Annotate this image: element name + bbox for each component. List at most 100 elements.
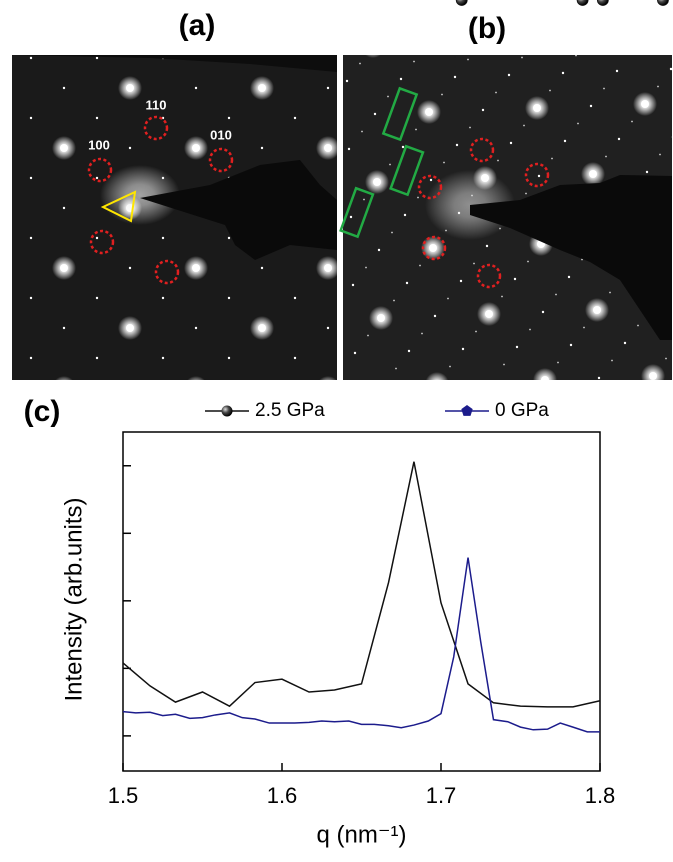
spot — [425, 108, 433, 116]
box-marker — [389, 144, 425, 197]
spot — [194, 86, 198, 90]
spot — [95, 56, 99, 60]
spot — [665, 357, 667, 360]
line-chart: 1.5 1.6 1.7 1.8 q (nm⁻¹) Intensity (arb.units… — [60, 0, 669, 848]
spot — [95, 176, 99, 180]
beam-stop — [140, 160, 337, 260]
spot — [581, 258, 583, 261]
spot-glow — [319, 376, 337, 380]
spot-ring — [87, 157, 113, 183]
spot — [258, 84, 266, 92]
legend-marker — [221, 405, 233, 417]
spot — [551, 157, 553, 160]
spot — [29, 236, 33, 240]
spot-ring — [469, 137, 495, 163]
spot — [161, 116, 165, 120]
spot — [389, 163, 391, 166]
series-line — [122, 461, 601, 708]
spot — [128, 146, 132, 150]
spot — [623, 341, 627, 345]
panel-label: (a) — [179, 9, 216, 42]
spot — [29, 56, 33, 60]
spot — [166, 393, 168, 395]
spot — [95, 356, 99, 360]
spot-glow — [365, 55, 381, 58]
spot — [456, 384, 464, 392]
spot — [192, 384, 200, 392]
spot — [349, 215, 353, 219]
spot — [129, 387, 131, 389]
spot — [261, 387, 263, 389]
box-marker — [339, 186, 375, 239]
legend-label: 0 GPa — [495, 400, 549, 421]
spot — [337, 234, 339, 236]
spot — [293, 296, 297, 300]
spot — [473, 262, 475, 265]
spot — [593, 306, 601, 314]
spot — [485, 310, 493, 318]
beam-stop — [470, 175, 672, 340]
spot-glow — [55, 376, 73, 380]
spot-glow — [187, 376, 205, 380]
spot — [227, 116, 231, 120]
spot — [62, 326, 66, 330]
spot — [405, 281, 409, 285]
spot — [649, 372, 657, 380]
spot — [0, 260, 5, 268]
spot — [481, 108, 485, 112]
spot — [261, 46, 269, 54]
legend-marker — [461, 405, 473, 416]
spot — [363, 198, 365, 201]
spot — [293, 356, 297, 360]
spot — [369, 42, 377, 50]
spot-label: 110 — [146, 97, 167, 112]
spot-glow — [533, 368, 557, 380]
spot — [419, 264, 421, 267]
spot-ring — [476, 263, 502, 289]
x-axis-title: q (nm⁻¹) — [317, 821, 407, 848]
spot — [365, 266, 367, 269]
spot — [324, 384, 332, 392]
spot — [217, 388, 225, 396]
spot-ring — [154, 259, 180, 285]
spot — [611, 359, 613, 362]
spot-glow — [209, 380, 233, 404]
spot — [391, 231, 393, 234]
spot — [194, 326, 198, 330]
spot — [351, 283, 355, 287]
spot — [325, 384, 333, 392]
spot — [385, 28, 387, 30]
shadow — [12, 55, 337, 72]
x-tick-label: 1.6 — [267, 783, 298, 808]
spot-glow — [101, 384, 125, 408]
spot — [293, 116, 297, 120]
spot — [227, 236, 231, 240]
spot — [605, 155, 607, 158]
spot — [161, 236, 165, 240]
spot — [441, 93, 443, 96]
spot — [537, 174, 541, 178]
spot — [459, 279, 463, 283]
spot — [417, 196, 419, 199]
spot — [645, 170, 649, 174]
spot — [426, 43, 428, 45]
spot — [29, 116, 33, 120]
spot — [421, 332, 423, 335]
spot — [324, 144, 332, 152]
spot — [367, 334, 369, 337]
spot — [609, 291, 611, 294]
spot — [515, 345, 519, 349]
spot — [495, 91, 497, 94]
spot — [429, 244, 437, 252]
spot — [629, 53, 631, 55]
spot — [603, 87, 605, 90]
spot — [577, 122, 579, 125]
spot — [469, 126, 471, 129]
spot — [126, 84, 134, 92]
spot — [461, 347, 465, 351]
spot — [563, 139, 567, 143]
panel-label: (c) — [24, 395, 61, 428]
spot — [527, 260, 529, 263]
spot — [671, 136, 672, 138]
